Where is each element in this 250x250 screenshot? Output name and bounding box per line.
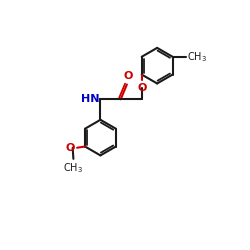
Text: CH$_3$: CH$_3$ <box>64 161 84 175</box>
Text: O: O <box>124 71 133 81</box>
Text: HN: HN <box>81 94 99 104</box>
Text: O: O <box>65 143 75 153</box>
Text: O: O <box>137 83 146 93</box>
Text: CH$_3$: CH$_3$ <box>187 50 207 64</box>
